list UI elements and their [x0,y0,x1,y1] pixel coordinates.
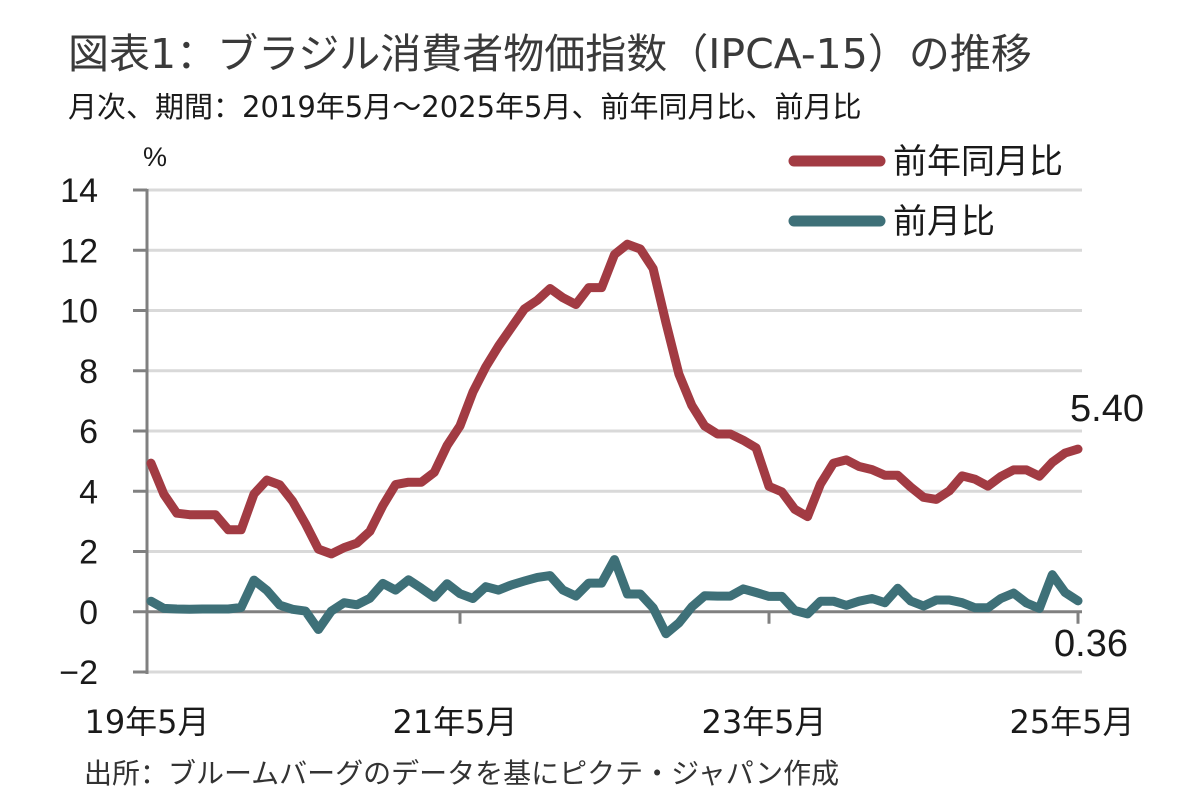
y-tick-label: 4 [79,473,98,511]
source-note: 出所：ブルームバーグのデータを基にピクテ・ジャパン作成 [84,757,840,790]
y-tick-label: 12 [60,232,98,270]
x-tick-label: 21年5月 [392,703,517,741]
series-line-mom [146,555,1083,639]
end-value-label-yoy: 5.40 [1070,388,1144,430]
y-tick-label: 0 [79,594,98,632]
y-tick-label: 10 [60,293,98,331]
legend-label-mom: 前月比 [893,202,995,242]
y-tick-label: −2 [59,654,98,692]
y-tick-label: 2 [79,534,98,572]
annotations: 5.40 0.36 [1054,388,1144,665]
series-line-yoy [146,239,1083,559]
gridlines [147,188,1082,674]
series-lines [146,239,1083,639]
x-tick-label: 19年5月 [84,703,209,741]
chart-title: 図表1：ブラジル消費者物価指数（IPCA-15）の推移 [68,30,1032,78]
chart-subtitle: 月次、期間：2019年5月～2025年5月、前年同月比、前月比 [68,90,862,124]
y-tick-label: 14 [60,172,98,210]
y-axis-unit-label: % [143,142,167,172]
y-tick-labels: 14 12 10 8 6 4 2 0 −2 [59,172,98,692]
end-value-label-mom: 0.36 [1054,623,1128,665]
legend-label-yoy: 前年同月比 [893,142,1063,182]
y-tick-label: 6 [79,413,98,451]
x-tick-label: 25年5月 [1009,703,1134,741]
x-tick-label: 23年5月 [701,703,826,741]
x-tick-labels: 19年5月 21年5月 23年5月 25年5月 [84,703,1134,741]
y-tick-label: 8 [79,353,98,391]
